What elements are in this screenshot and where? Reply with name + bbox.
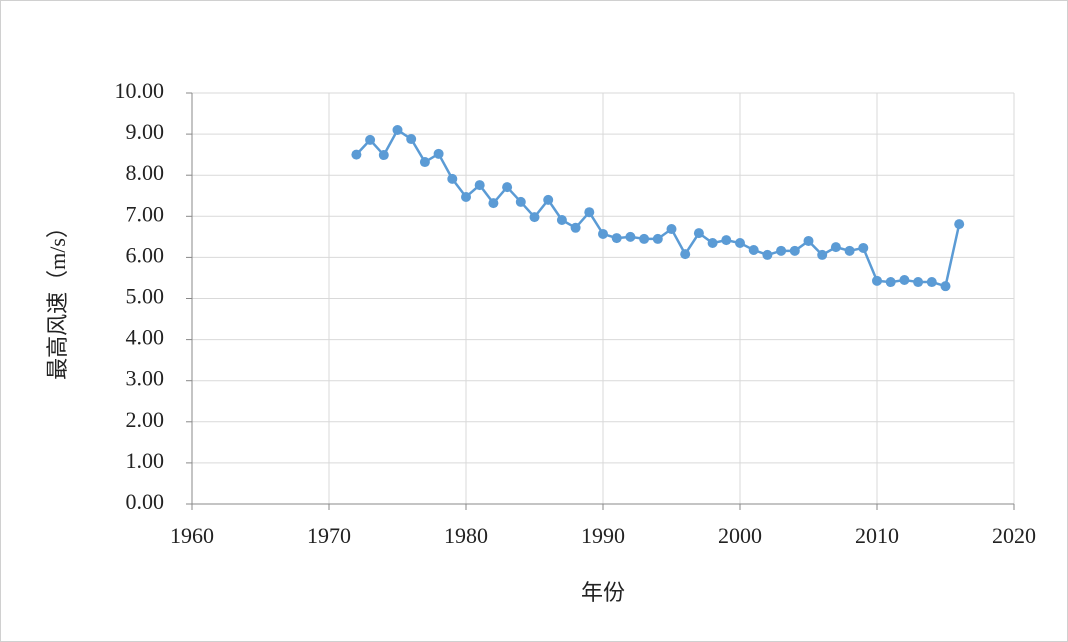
data-point [392,124,403,135]
data-point [447,173,458,184]
x-tick-label: 1970 [307,523,351,548]
data-point [474,180,485,191]
data-point [502,182,513,193]
data-point [378,150,389,161]
data-point [515,196,526,207]
data-point [666,224,677,235]
y-tick-label: 5.00 [126,284,165,309]
data-point [707,238,718,249]
data-point [598,228,608,239]
data-point [844,245,855,256]
data-point [776,245,787,256]
x-tick-label: 1960 [170,523,214,548]
data-point [625,231,636,242]
data-point [488,198,499,209]
x-tick-label: 2010 [855,523,899,548]
data-point [858,242,869,253]
data-point [885,277,896,288]
y-tick-label: 10.00 [115,78,165,103]
y-tick-label: 7.00 [126,201,165,226]
data-point [543,194,554,205]
y-tick-label: 2.00 [126,407,165,432]
data-point [899,275,910,286]
data-point [570,222,581,233]
data-point [940,281,951,292]
data-point [611,233,622,244]
data-point [652,233,663,244]
data-point [584,207,595,218]
x-tick-label: 2000 [718,523,762,548]
y-tick-label: 4.00 [126,325,165,350]
data-point [748,245,759,256]
data-point [830,242,841,253]
y-tick-label: 1.00 [126,448,165,473]
data-point [789,245,800,256]
data-point [406,134,417,145]
data-point [556,214,567,225]
data-point [954,219,965,230]
data-point [693,228,704,239]
data-point [926,277,937,288]
data-point [762,249,773,260]
data-point [351,149,362,160]
y-axis-label: 最高风速（m/s） [45,216,70,380]
data-point [639,233,650,244]
x-tick-label: 2020 [992,523,1036,548]
x-tick-label: 1980 [444,523,488,548]
x-tick-label: 1990 [581,523,625,548]
y-tick-label: 6.00 [126,242,165,267]
data-point [721,235,732,246]
data-point [680,249,691,260]
data-point [529,212,540,223]
data-point [365,134,376,145]
y-tick-label: 9.00 [126,119,165,144]
y-tick-label: 8.00 [126,160,165,185]
data-point [803,235,814,246]
data-point [913,277,924,288]
y-tick-label: 0.00 [126,489,165,514]
data-point [433,148,444,159]
y-tick-label: 3.00 [126,366,165,391]
data-point [419,157,430,168]
x-axis-label: 年份 [581,580,625,605]
data-point [872,275,882,286]
data-point [817,249,828,260]
data-point [735,238,745,249]
data-point [461,191,471,202]
